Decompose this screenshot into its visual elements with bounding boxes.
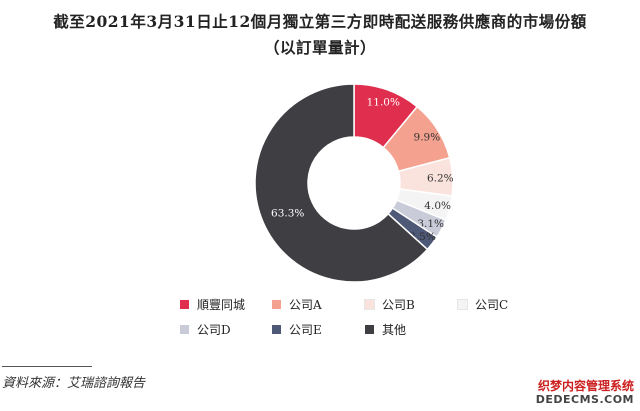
slice-value-label-4: 3.1% (417, 218, 444, 230)
source-note: 資料來源：艾瑞諮詢報告 (2, 376, 146, 391)
slice-value-label-1: 9.9% (414, 131, 441, 143)
donut-hole (308, 137, 400, 229)
slice-value-label-6: 63.3% (271, 207, 304, 219)
slice-value-label-0: 11.0% (367, 97, 400, 109)
chart-subtitle: （以訂單量計） (263, 38, 376, 57)
watermark-domain: DEDECMS.COM (535, 393, 634, 406)
chart-title: 截至2021年3月31日止12個月獨立第三方即時配送服務供應商的市場份額 (53, 12, 587, 31)
watermark-text: 织梦内容管理系统 (537, 379, 634, 393)
slice-value-label-3: 4.0% (424, 200, 451, 212)
slice-value-label-2: 6.2% (427, 173, 454, 185)
source-divider (2, 366, 92, 367)
